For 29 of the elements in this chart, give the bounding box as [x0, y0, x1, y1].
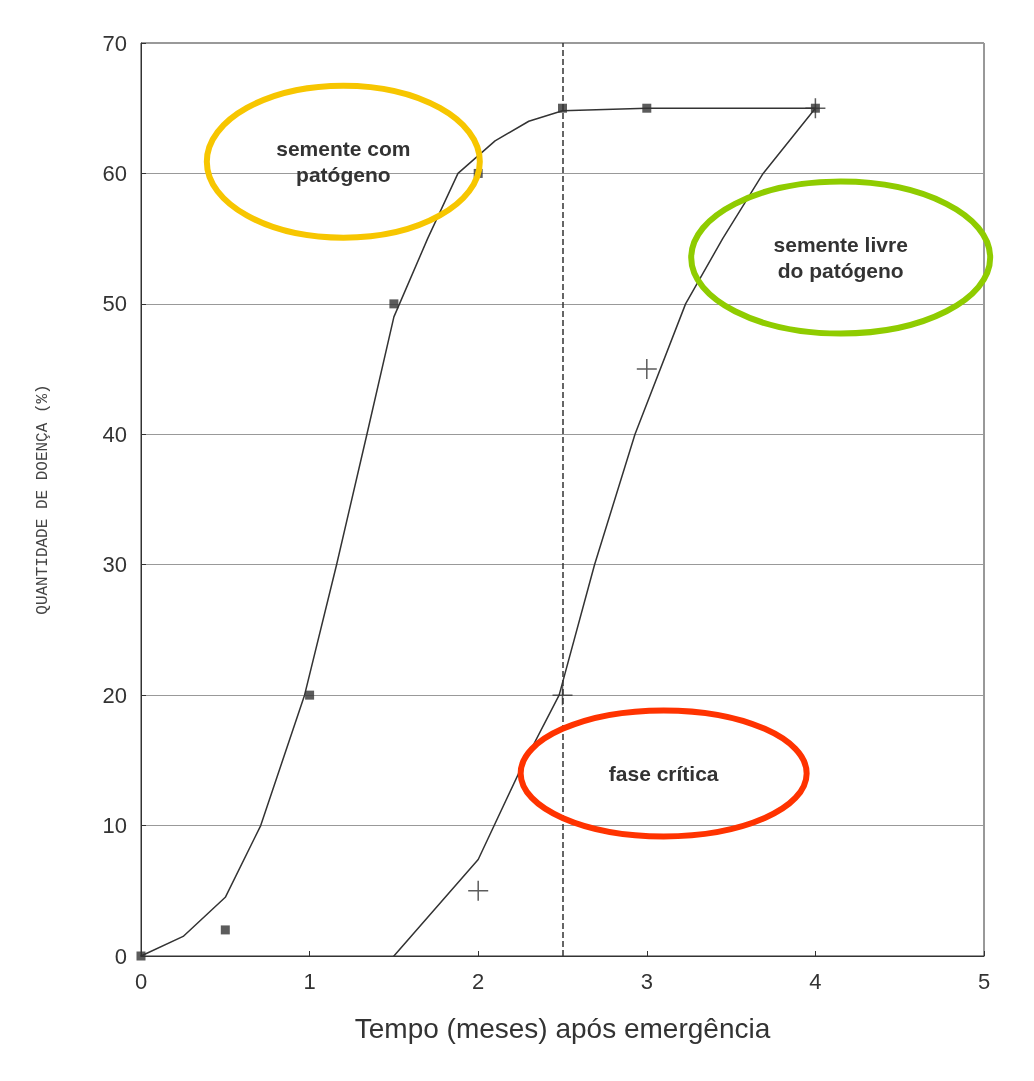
- point: [636, 358, 658, 380]
- point: [467, 880, 489, 902]
- y-tick-label: 60: [102, 160, 127, 186]
- x-tick-label: 4: [809, 968, 822, 994]
- point: [558, 103, 567, 113]
- point: [305, 690, 315, 700]
- x-tick-label: 2: [472, 968, 485, 994]
- point: [642, 103, 652, 113]
- point: [551, 684, 574, 706]
- y-tick-label: 70: [102, 30, 127, 56]
- annotation: semente com patógeno: [276, 137, 411, 187]
- x-tick-label: 0: [134, 968, 148, 994]
- point: [136, 951, 146, 961]
- y-tick-label: 0: [114, 943, 127, 969]
- y-tick-label: 20: [102, 682, 127, 708]
- y-tick-label: 50: [102, 291, 127, 317]
- y-tick-label: 10: [102, 813, 127, 839]
- annotation: semente livre do patógeno: [773, 233, 908, 283]
- annotation: fase crítica: [608, 761, 719, 785]
- point: [220, 925, 230, 935]
- point: [389, 299, 399, 309]
- x-tick-label: 3: [640, 968, 653, 994]
- x-axis-title: Tempo (meses) após emergência: [354, 1012, 771, 1044]
- y-tick-label: 40: [102, 421, 127, 447]
- x-tick-label: 1: [303, 968, 316, 994]
- x-tick-label: 5: [977, 968, 991, 994]
- y-tick-label: 30: [102, 552, 127, 578]
- point: [804, 97, 827, 119]
- y-axis-title: QUANTIDADE DE DOENÇA (%): [34, 384, 52, 615]
